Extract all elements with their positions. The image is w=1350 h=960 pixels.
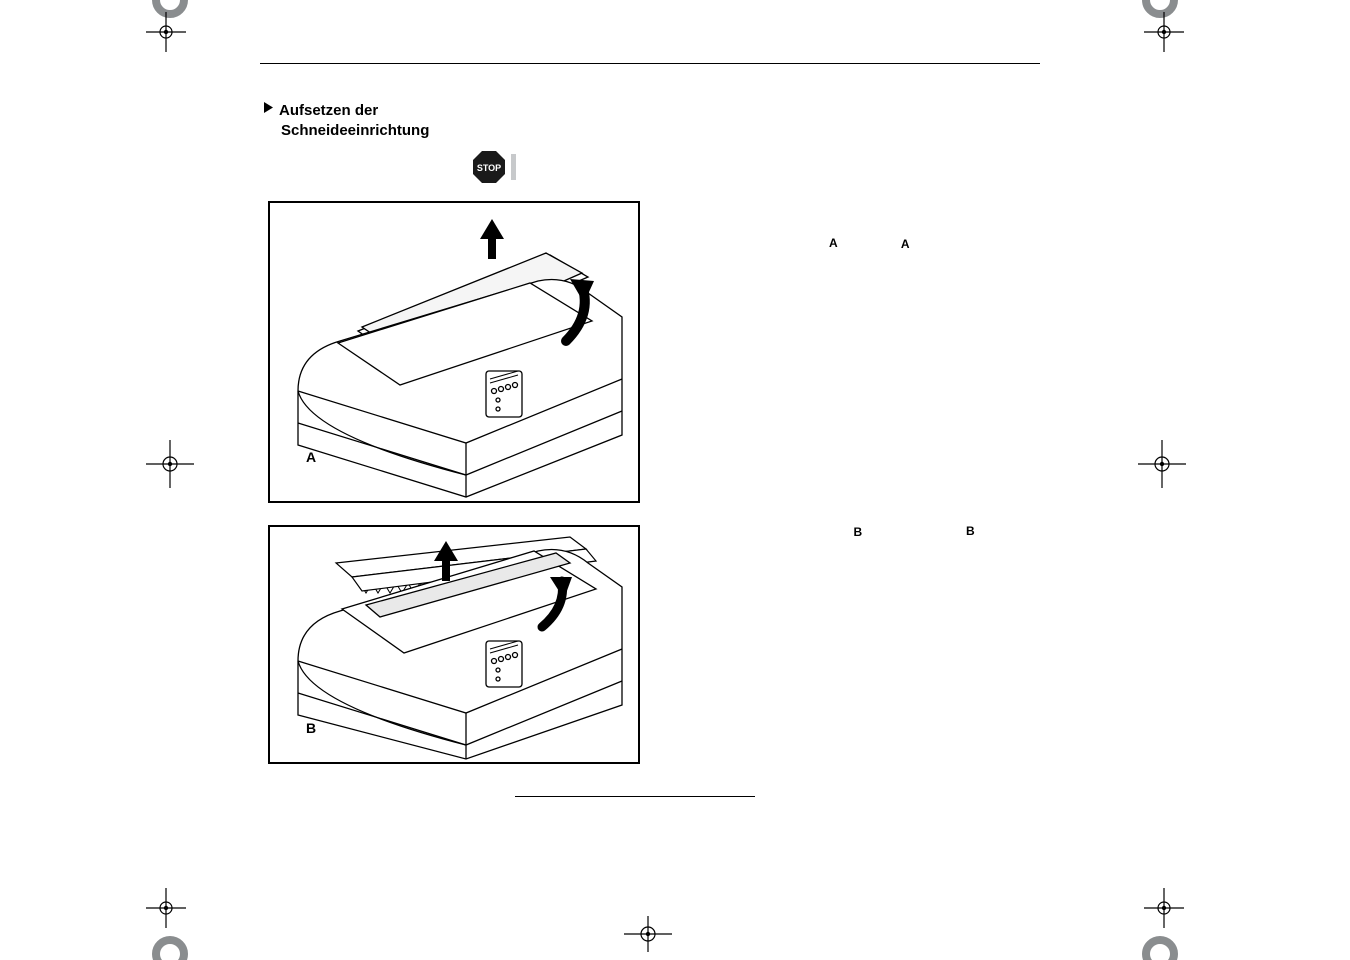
printer-illustration-b — [270, 527, 638, 762]
printer-illustration-a — [270, 203, 638, 501]
crop-mid-left — [140, 434, 200, 494]
text-a-line2: Die Druckerabdeckung ist nun senkrechter… — [674, 254, 950, 268]
crop-mid-bottom — [618, 914, 678, 954]
text-b-post: . — [862, 525, 865, 539]
stop-text: Vergewissern Sie sich vor dem Aufklappen… — [536, 156, 1040, 173]
crop-top-left — [116, 0, 206, 64]
stop-bar — [511, 154, 516, 180]
top-rule — [260, 63, 1040, 64]
text-block-b: Abreißkante nach oben abziehen B. — [674, 524, 1044, 541]
stop-icon-group: STOP — [472, 150, 516, 184]
page: Schneideeinrichtung Installation Aufsetz… — [0, 0, 1350, 954]
text-b-pre: Abreißkante nach oben abziehen — [674, 525, 853, 539]
triangle-bullet-icon — [264, 99, 273, 119]
marker-b: B — [966, 524, 975, 538]
figure-a-label: A — [306, 449, 316, 465]
heading-line1: Aufsetzen der — [279, 102, 378, 119]
bold-b: B — [853, 525, 862, 539]
figure-b-label: B — [306, 720, 316, 736]
figure-b: B — [268, 525, 640, 764]
figure-a: A — [268, 201, 640, 503]
crop-mid-right — [1132, 434, 1192, 494]
page-bottom-rule — [515, 796, 755, 797]
text-block-a: Obere Abdeckung nach hinten aufklappen A… — [674, 236, 1044, 271]
bold-a: A — [901, 237, 910, 251]
crop-bottom-right — [1124, 870, 1214, 960]
text-a-pre: Obere Abdeckung nach hinten aufklappen — [674, 237, 901, 251]
marker-a: A — [829, 236, 838, 250]
text-a-post: . — [910, 237, 913, 251]
heading-line2: Schneideeinrichtung — [281, 122, 429, 139]
page-header: Schneideeinrichtung Installation — [260, 46, 1040, 60]
section-heading: Aufsetzen der Schneideeinrichtung — [264, 99, 429, 142]
stop-icon: STOP — [472, 150, 506, 184]
stop-label: STOP — [477, 163, 501, 173]
crop-top-right — [1124, 0, 1214, 64]
crop-bottom-left — [116, 870, 206, 960]
